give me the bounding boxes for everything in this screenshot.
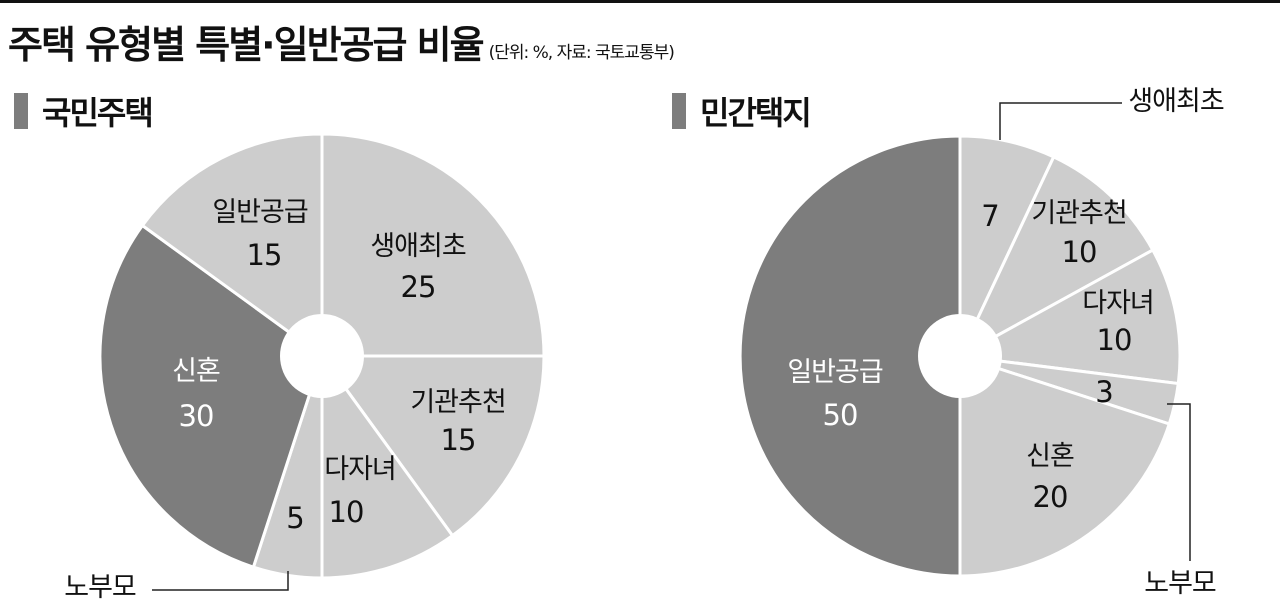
- slice-label: 노부모: [1144, 568, 1216, 599]
- section-title-private-land: 민간택지: [700, 94, 812, 132]
- pie-slice: [738, 134, 962, 578]
- slice-label: 일반공급: [787, 357, 883, 388]
- page-title: 주택 유형별 특별·일반공급 비율 (단위: %, 자료: 국토교통부): [8, 14, 675, 69]
- slice-value: 7: [981, 199, 998, 233]
- pie-center-hole: [280, 314, 364, 398]
- section-head-national-housing: 국민주택: [14, 88, 154, 134]
- pie-private-land: 생애최초 7 기관추천 10 다자녀 10 노부모 3 신혼 20 일반공급 50: [738, 86, 1225, 599]
- leader-line: [152, 571, 289, 591]
- pie-slice: [320, 132, 546, 358]
- slice-label: 생애최초: [370, 231, 466, 262]
- slice-value: 30: [179, 399, 214, 433]
- slice-label: 기관추천: [410, 387, 505, 418]
- top-rule: [0, 0, 1280, 3]
- section-head-private-land: 민간택지: [672, 88, 812, 134]
- slice-value: 10: [329, 495, 364, 529]
- title-note: (단위: %, 자료: 국토교통부): [488, 43, 675, 63]
- slice-value: 3: [1095, 375, 1112, 409]
- slice-label: 신혼: [172, 356, 220, 387]
- slice-label: 다자녀: [324, 454, 396, 485]
- slice-label: 신혼: [1026, 441, 1074, 472]
- slice-value: 15: [247, 238, 282, 272]
- slice-value: 5: [286, 501, 303, 535]
- slice-value: 15: [441, 423, 476, 457]
- slice-label: 일반공급: [212, 197, 308, 228]
- pie-slice: [955, 247, 1182, 386]
- pie-slice: [98, 223, 324, 570]
- section-title-national-housing: 국민주택: [42, 94, 154, 132]
- slice-value: 10: [1062, 235, 1097, 269]
- pie-national-housing: 생애최초 25 기관추천 15 다자녀 10 노부모 5 신혼 30 일반공급 15: [64, 132, 546, 603]
- slice-label: 다자녀: [1082, 288, 1154, 319]
- slice-value: 20: [1033, 480, 1068, 514]
- section-marker: [672, 93, 686, 129]
- pie-slice: [140, 132, 324, 359]
- slice-label: 기관추천: [1031, 198, 1126, 229]
- pie-slice: [956, 154, 1155, 360]
- leader-line: [999, 102, 1122, 140]
- slice-value: 25: [401, 270, 436, 304]
- leader-line: [1167, 403, 1191, 561]
- slice-label: 생애최초: [1128, 86, 1224, 117]
- pie-center-hole: [918, 314, 1002, 398]
- pie-slice: [320, 351, 455, 580]
- section-marker: [14, 93, 28, 129]
- title-text: 주택 유형별 특별·일반공급 비율: [8, 23, 485, 67]
- pie-slice: [319, 354, 546, 538]
- slice-value: 10: [1097, 323, 1132, 357]
- pie-slice: [958, 353, 1172, 578]
- slice-label: 노부모: [64, 572, 136, 603]
- slice-value: 50: [823, 398, 858, 432]
